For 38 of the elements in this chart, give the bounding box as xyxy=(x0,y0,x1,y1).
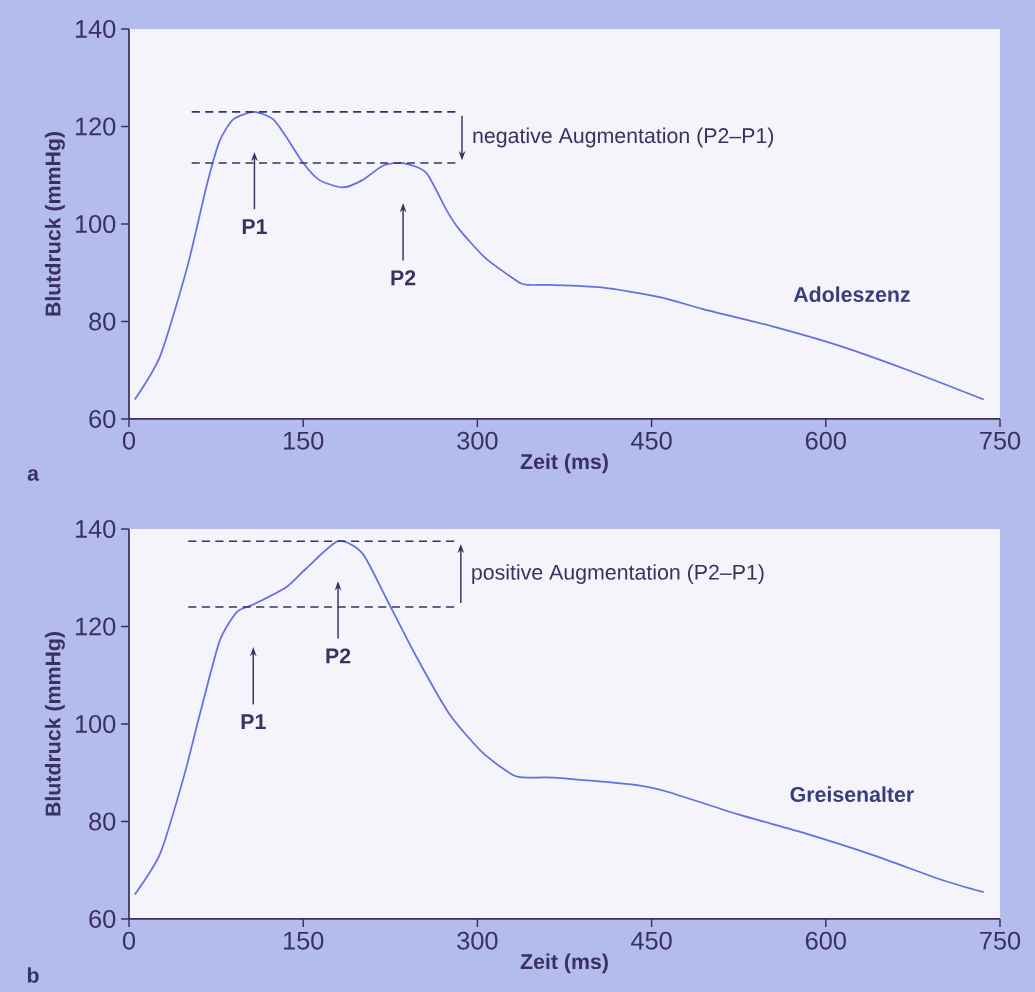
x-tick-label: 300 xyxy=(457,431,498,450)
x-tick-label: 600 xyxy=(805,431,846,450)
y-tick-label: 120 xyxy=(75,617,116,636)
y-tick-label: 100 xyxy=(75,715,116,733)
x-tick-label: 600 xyxy=(805,931,846,950)
y-axis-title: Blutdruck (mmHg) xyxy=(44,632,65,816)
y-tick-label: 80 xyxy=(89,312,116,331)
y-tick-label: 100 xyxy=(75,215,116,233)
x-tick-label: 450 xyxy=(631,931,672,950)
y-axis-title: Blutdruck (mmHg) xyxy=(44,132,65,316)
text: b xyxy=(27,967,39,983)
x-tick-label: 750 xyxy=(980,431,1021,450)
y-tick-label: 80 xyxy=(89,812,116,831)
y-tick-label: 120 xyxy=(75,117,116,136)
annotation: negative Augmentation (P2–P1) xyxy=(473,127,774,148)
annotation: P1 xyxy=(241,714,266,729)
x-tick-label: 300 xyxy=(457,931,498,950)
annotation: P2 xyxy=(326,648,351,664)
annotation: positive Augmentation (P2–P1) xyxy=(472,564,764,585)
y-tick-label: 140 xyxy=(75,20,116,38)
x-tick-label: 150 xyxy=(283,431,324,450)
annotation: P1 xyxy=(242,219,267,234)
x-axis-title: Zeit (ms) xyxy=(520,953,608,974)
x-axis-title: Zeit (ms) xyxy=(520,453,608,474)
series-label: Greisenalter xyxy=(790,786,914,803)
y-tick-label: 60 xyxy=(89,410,116,428)
y-tick-label: 140 xyxy=(75,520,116,538)
x-tick-label: 750 xyxy=(980,931,1021,950)
x-tick-label: 150 xyxy=(283,931,324,950)
y-tick-label: 60 xyxy=(89,910,116,928)
x-tick-label: 450 xyxy=(631,431,672,450)
series-label: Adoleszenz xyxy=(793,286,910,303)
x-tick-label: 0 xyxy=(122,931,136,950)
annotation: P2 xyxy=(391,270,416,286)
text: a xyxy=(27,469,40,481)
line-series xyxy=(133,111,985,401)
line-series xyxy=(133,540,985,896)
x-tick-label: 0 xyxy=(122,431,136,450)
